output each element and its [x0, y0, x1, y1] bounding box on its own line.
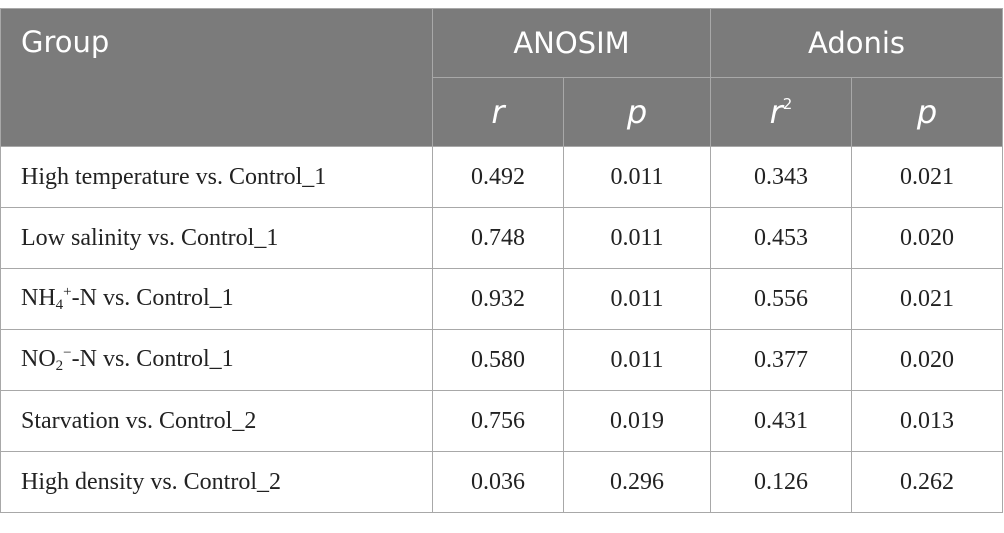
- anosim-adonis-table: Group ANOSIM Adonis r p r2 p High temper…: [0, 8, 1003, 513]
- chem-subscript: 4: [55, 297, 64, 313]
- adonis-p-cell: 0.020: [851, 207, 1003, 269]
- header-row-sub: r p r2 p: [1, 77, 1003, 147]
- table-row: Low salinity vs. Control_1 0.748 0.011 0…: [0, 207, 1003, 269]
- chem-superscript: −: [63, 345, 72, 361]
- table-row: NO2−-N vs. Control_1 0.580 0.011 0.377 0…: [0, 329, 1003, 391]
- adonis-p-cell: 0.013: [851, 390, 1003, 452]
- adonis-r2-cell: 0.126: [710, 451, 852, 513]
- chem-subscript: 2: [55, 358, 64, 374]
- row-label: High density vs. Control_2: [0, 451, 433, 513]
- group-column-header: Group: [0, 8, 433, 147]
- anosim-r-cell: 0.036: [432, 451, 564, 513]
- table-row: NH4+-N vs. Control_1 0.932 0.011 0.556 0…: [0, 268, 1003, 330]
- table-row: Starvation vs. Control_2 0.756 0.019 0.4…: [0, 390, 1003, 452]
- row-label: High temperature vs. Control_1: [0, 146, 433, 208]
- chem-base: NH: [21, 285, 56, 311]
- header-row-top: Group ANOSIM Adonis: [0, 8, 1003, 147]
- adonis-r2-sup: 2: [782, 95, 793, 113]
- adonis-r2-cell: 0.556: [710, 268, 852, 330]
- adonis-r2-header: r2: [710, 77, 852, 147]
- anosim-r-cell: 0.932: [432, 268, 564, 330]
- anosim-p-header: p: [563, 77, 711, 147]
- anosim-r-cell: 0.580: [432, 329, 564, 391]
- chem-rest: -N vs. Control_1: [71, 285, 234, 311]
- chem-base: NO: [21, 346, 56, 372]
- anosim-p-cell: 0.011: [563, 329, 711, 391]
- row-label: Starvation vs. Control_2: [0, 390, 433, 452]
- anosim-p-cell: 0.011: [563, 207, 711, 269]
- adonis-p-header: p: [851, 77, 1003, 147]
- adonis-p-cell: 0.021: [851, 268, 1003, 330]
- chem-rest: -N vs. Control_1: [71, 346, 234, 372]
- anosim-r-cell: 0.492: [432, 146, 564, 208]
- adonis-r2-cell: 0.453: [710, 207, 852, 269]
- anosim-column-header: ANOSIM: [432, 8, 711, 78]
- adonis-p-cell: 0.020: [851, 329, 1003, 391]
- adonis-p-cell: 0.262: [851, 451, 1003, 513]
- row-label: NH4+-N vs. Control_1: [0, 268, 433, 330]
- adonis-r2-cell: 0.377: [710, 329, 852, 391]
- anosim-p-cell: 0.019: [563, 390, 711, 452]
- table-row: High density vs. Control_2 0.036 0.296 0…: [0, 451, 1003, 513]
- adonis-r2-base: r: [769, 93, 783, 131]
- table-header: Group ANOSIM Adonis r p r2 p: [0, 8, 1003, 147]
- anosim-p-cell: 0.296: [563, 451, 711, 513]
- results-table-container: Group ANOSIM Adonis r p r2 p High temper…: [0, 8, 1003, 513]
- anosim-p-cell: 0.011: [563, 146, 711, 208]
- row-label: Low salinity vs. Control_1: [0, 207, 433, 269]
- adonis-r2-cell: 0.343: [710, 146, 852, 208]
- adonis-r2-cell: 0.431: [710, 390, 852, 452]
- chem-superscript: +: [63, 284, 72, 300]
- row-label: NO2−-N vs. Control_1: [0, 329, 433, 391]
- anosim-p-cell: 0.011: [563, 268, 711, 330]
- adonis-p-cell: 0.021: [851, 146, 1003, 208]
- table-row: High temperature vs. Control_1 0.492 0.0…: [0, 146, 1003, 208]
- anosim-r-header: r: [432, 77, 564, 147]
- anosim-r-cell: 0.748: [432, 207, 564, 269]
- adonis-column-header: Adonis: [710, 8, 1003, 78]
- anosim-r-cell: 0.756: [432, 390, 564, 452]
- table-body: High temperature vs. Control_1 0.492 0.0…: [0, 146, 1003, 513]
